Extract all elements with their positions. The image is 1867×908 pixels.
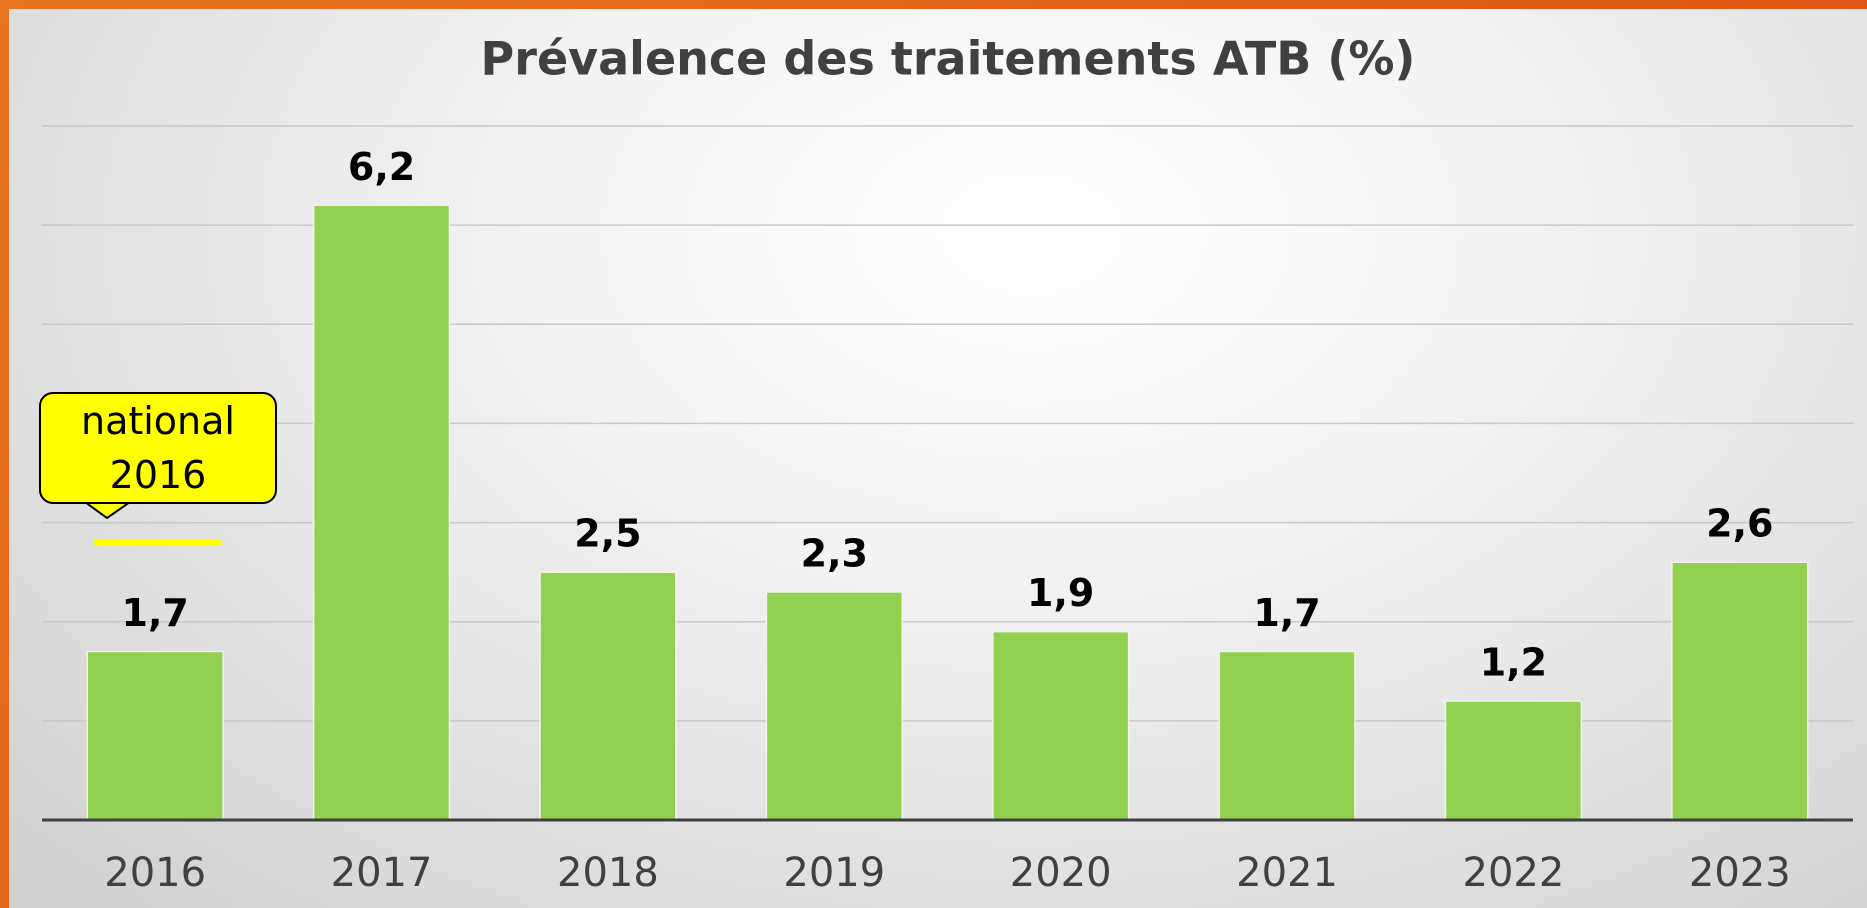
bar bbox=[86, 650, 224, 821]
bar bbox=[539, 571, 677, 821]
bar bbox=[312, 204, 451, 821]
data-label: 1,9 bbox=[1027, 571, 1094, 615]
x-tick-label: 2019 bbox=[783, 850, 885, 896]
x-tick-label: 2022 bbox=[1463, 850, 1565, 896]
x-tick-label: 2018 bbox=[557, 850, 659, 896]
callout-pointer bbox=[81, 501, 134, 520]
x-tick-label: 2020 bbox=[1010, 850, 1112, 896]
bar bbox=[992, 630, 1130, 821]
data-label: 6,2 bbox=[348, 145, 415, 189]
data-label: 1,7 bbox=[1253, 591, 1320, 635]
x-tick-label: 2023 bbox=[1689, 850, 1791, 896]
bar bbox=[1218, 650, 1356, 821]
data-label: 2,6 bbox=[1706, 502, 1773, 546]
data-label: 2,3 bbox=[801, 531, 868, 575]
data-label: 1,2 bbox=[1480, 641, 1547, 685]
bar bbox=[1671, 561, 1809, 821]
x-tick-label: 2021 bbox=[1236, 850, 1338, 896]
chart-title: Prévalence des traitements ATB (%) bbox=[481, 32, 1416, 86]
data-label: 1,7 bbox=[122, 591, 189, 635]
bar bbox=[1444, 700, 1583, 821]
data-label: 2,5 bbox=[574, 512, 641, 556]
bar bbox=[765, 591, 903, 821]
x-tick-label: 2017 bbox=[331, 850, 433, 896]
callout: national 2016 bbox=[39, 392, 277, 504]
x-tick-label: 2016 bbox=[104, 850, 206, 896]
